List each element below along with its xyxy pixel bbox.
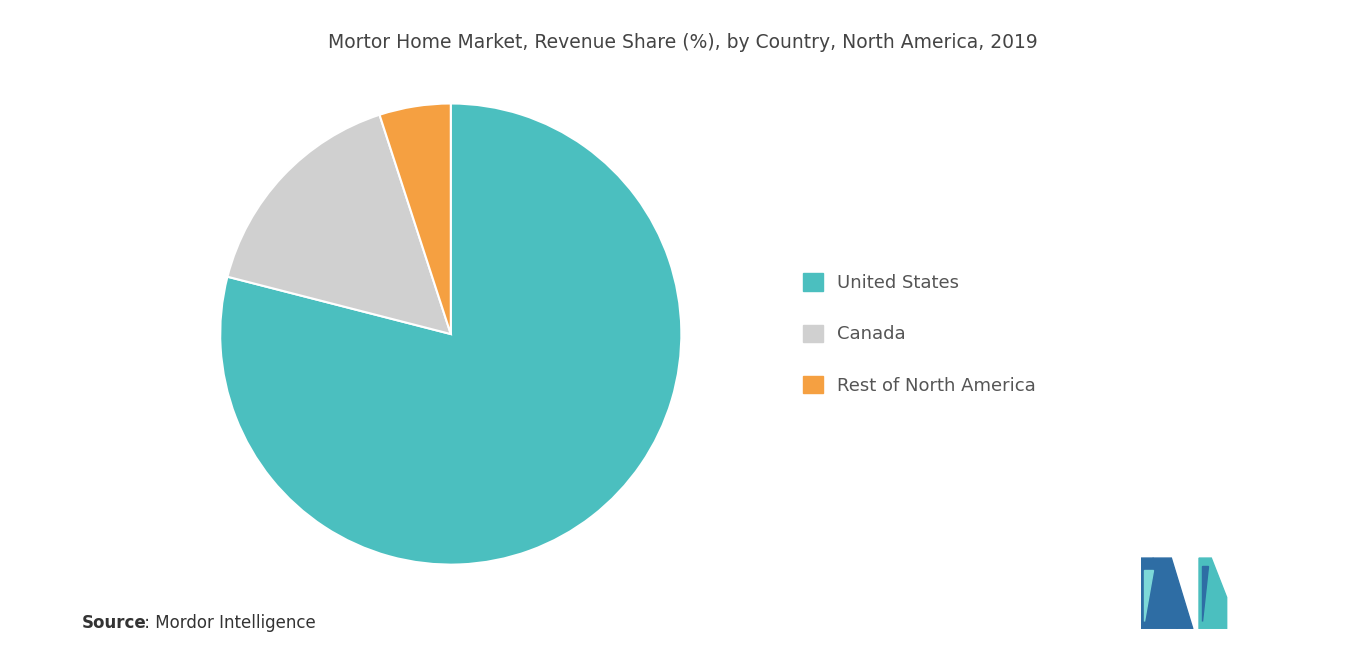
Wedge shape bbox=[220, 103, 682, 565]
Polygon shape bbox=[1143, 570, 1153, 621]
Text: Source: Source bbox=[82, 614, 146, 632]
Polygon shape bbox=[1141, 558, 1177, 629]
Polygon shape bbox=[1202, 566, 1208, 621]
Text: Mortor Home Market, Revenue Share (%), by Country, North America, 2019: Mortor Home Market, Revenue Share (%), b… bbox=[328, 33, 1038, 52]
Legend: United States, Canada, Rest of North America: United States, Canada, Rest of North Ame… bbox=[794, 265, 1045, 403]
Text: : Mordor Intelligence: : Mordor Intelligence bbox=[139, 614, 316, 632]
Wedge shape bbox=[380, 103, 451, 334]
Wedge shape bbox=[228, 115, 451, 334]
Polygon shape bbox=[1153, 558, 1193, 629]
Polygon shape bbox=[1199, 558, 1227, 629]
